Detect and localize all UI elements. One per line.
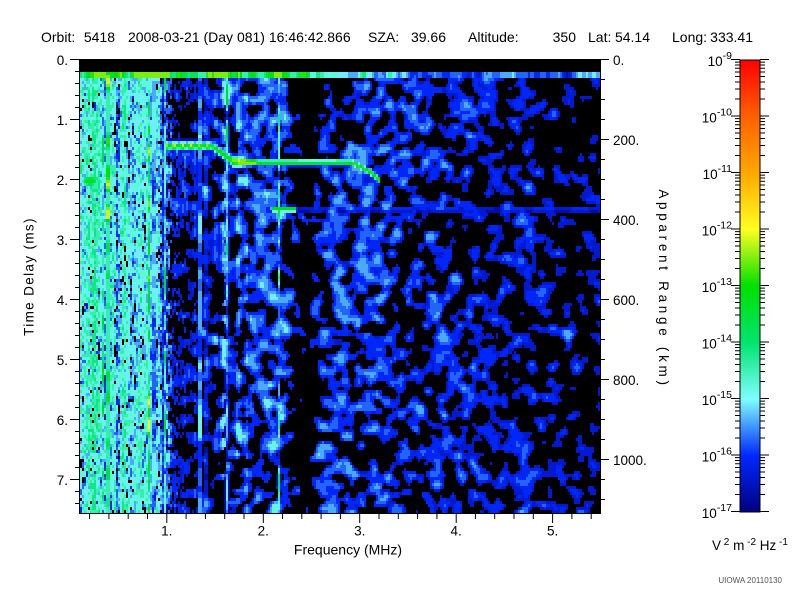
svg-text:Apparent Range (km): Apparent Range (km) [656, 189, 671, 388]
svg-text:10-10: 10-10 [702, 107, 732, 126]
svg-text:10-14: 10-14 [702, 333, 732, 352]
svg-text:Frequency (MHz): Frequency (MHz) [294, 542, 402, 558]
svg-text:1.: 1. [57, 113, 68, 128]
svg-text:39.66: 39.66 [411, 29, 446, 45]
svg-text:0.: 0. [57, 53, 68, 68]
svg-text:2.: 2. [258, 524, 269, 539]
svg-text:UIOWA 20110130: UIOWA 20110130 [718, 576, 782, 585]
svg-text:SZA:: SZA: [368, 29, 399, 45]
svg-text:10-16: 10-16 [702, 446, 732, 465]
svg-text:10-9: 10-9 [708, 50, 733, 69]
svg-text:2008-03-21 (Day 081) 16:46:42.: 2008-03-21 (Day 081) 16:46:42.866 [128, 29, 351, 45]
svg-text:0.: 0. [613, 53, 624, 68]
svg-text:4.: 4. [451, 524, 462, 539]
svg-text:800.: 800. [613, 373, 639, 388]
svg-text:2.: 2. [57, 173, 68, 188]
svg-text:V 2 m -2 Hz -1: V 2 m -2 Hz -1 [712, 537, 788, 553]
svg-text:54.14: 54.14 [615, 29, 650, 45]
svg-text:7.: 7. [57, 473, 68, 488]
svg-text:200.: 200. [613, 133, 639, 148]
svg-text:Lat:: Lat: [588, 29, 611, 45]
svg-text:5.: 5. [57, 353, 68, 368]
svg-text:4.: 4. [57, 293, 68, 308]
svg-text:10-11: 10-11 [703, 163, 733, 182]
svg-text:333.41: 333.41 [710, 29, 753, 45]
svg-text:Altitude:: Altitude: [468, 29, 519, 45]
svg-text:10-12: 10-12 [702, 220, 732, 239]
svg-text:3.: 3. [354, 524, 365, 539]
svg-text:Time Delay (ms): Time Delay (ms) [22, 217, 37, 336]
svg-text:Long:: Long: [672, 29, 707, 45]
svg-text:10-15: 10-15 [702, 389, 732, 408]
svg-text:1000.: 1000. [613, 453, 647, 468]
svg-text:400.: 400. [613, 213, 639, 228]
svg-text:6.: 6. [57, 413, 68, 428]
svg-text:350: 350 [553, 29, 577, 45]
svg-text:10-17: 10-17 [702, 502, 732, 521]
svg-text:600.: 600. [613, 293, 639, 308]
svg-text:3.: 3. [57, 233, 68, 248]
svg-text:5.: 5. [547, 524, 558, 539]
svg-text:5418: 5418 [84, 29, 115, 45]
svg-text:1.: 1. [161, 524, 172, 539]
svg-text:10-13: 10-13 [702, 276, 732, 295]
svg-text:Orbit:: Orbit: [41, 29, 75, 45]
